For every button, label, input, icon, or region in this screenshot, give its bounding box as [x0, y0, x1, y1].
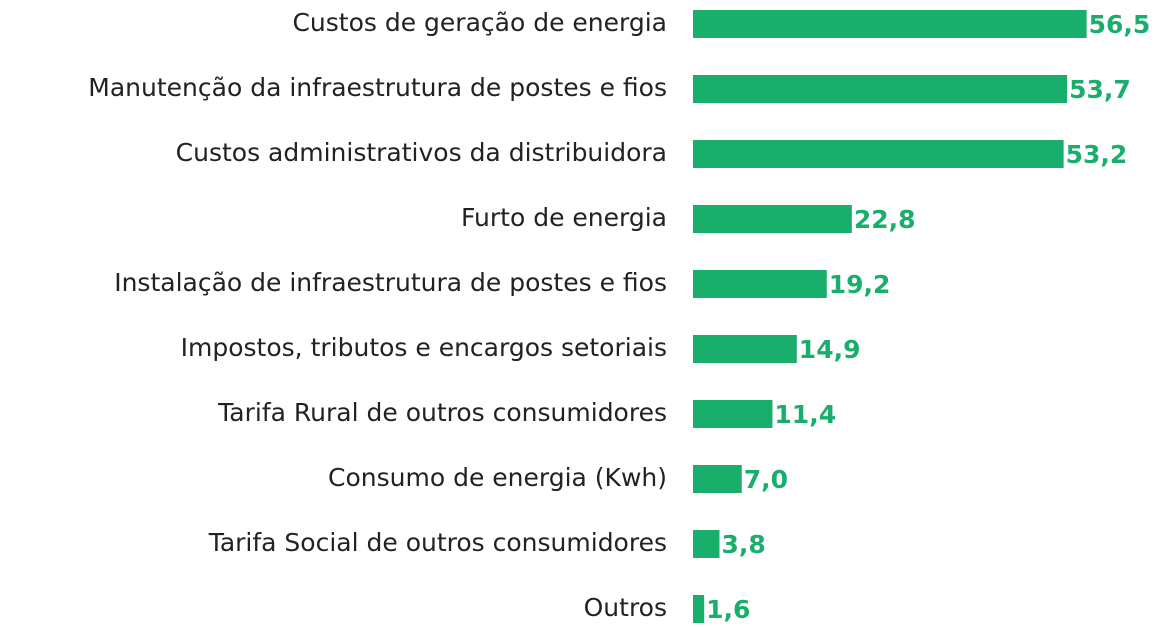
bar	[693, 465, 742, 493]
category-label: Instalação de infraestrutura de postes e…	[114, 268, 667, 297]
value-label: 3,8	[721, 530, 765, 559]
bar	[693, 335, 797, 363]
bar	[693, 400, 773, 428]
category-label: Tarifa Social de outros consumidores	[208, 528, 667, 557]
value-label: 56,5	[1089, 10, 1151, 39]
value-label: 22,8	[854, 205, 916, 234]
value-label: 53,2	[1066, 140, 1128, 169]
value-label: 53,7	[1069, 75, 1131, 104]
value-label: 19,2	[829, 270, 891, 299]
bar	[693, 75, 1068, 103]
value-label: 1,6	[706, 595, 750, 624]
bar	[693, 140, 1064, 168]
bar	[693, 595, 705, 623]
bar	[693, 205, 852, 233]
bar	[693, 270, 827, 298]
bar	[693, 530, 720, 558]
category-label: Outros	[584, 593, 667, 622]
category-label: Furto de energia	[461, 203, 667, 232]
value-label: 7,0	[744, 465, 788, 494]
bar	[693, 10, 1087, 38]
category-label: Custos administrativos da distribuidora	[176, 138, 667, 167]
category-label: Custos de geração de energia	[292, 8, 667, 37]
category-label: Tarifa Rural de outros consumidores	[217, 398, 667, 427]
category-label: Consumo de energia (Kwh)	[328, 463, 667, 492]
category-label: Impostos, tributos e encargos setoriais	[181, 333, 667, 362]
value-label: 11,4	[774, 400, 836, 429]
category-label: Manutenção da infraestrutura de postes e…	[88, 73, 667, 102]
value-label: 14,9	[799, 335, 861, 364]
